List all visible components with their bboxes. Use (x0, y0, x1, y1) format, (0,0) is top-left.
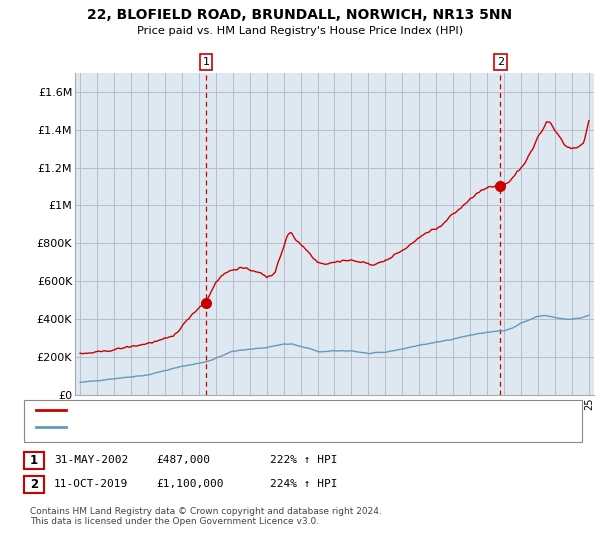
Text: 1: 1 (202, 57, 209, 67)
Text: 11-OCT-2019: 11-OCT-2019 (54, 479, 128, 489)
Text: 31-MAY-2002: 31-MAY-2002 (54, 455, 128, 465)
Text: 1: 1 (30, 454, 38, 467)
Text: £487,000: £487,000 (156, 455, 210, 465)
Text: £1,100,000: £1,100,000 (156, 479, 223, 489)
Text: Price paid vs. HM Land Registry's House Price Index (HPI): Price paid vs. HM Land Registry's House … (137, 26, 463, 36)
Text: 224% ↑ HPI: 224% ↑ HPI (270, 479, 337, 489)
Text: 2: 2 (497, 57, 504, 67)
Text: Contains HM Land Registry data © Crown copyright and database right 2024.
This d: Contains HM Land Registry data © Crown c… (30, 507, 382, 526)
Text: 2: 2 (30, 478, 38, 491)
Text: HPI: Average price, detached house, Broadland: HPI: Average price, detached house, Broa… (69, 422, 315, 432)
Text: 22, BLOFIELD ROAD, BRUNDALL, NORWICH, NR13 5NN (detached house): 22, BLOFIELD ROAD, BRUNDALL, NORWICH, NR… (69, 405, 448, 416)
Text: 22, BLOFIELD ROAD, BRUNDALL, NORWICH, NR13 5NN: 22, BLOFIELD ROAD, BRUNDALL, NORWICH, NR… (88, 8, 512, 22)
Text: 222% ↑ HPI: 222% ↑ HPI (270, 455, 337, 465)
